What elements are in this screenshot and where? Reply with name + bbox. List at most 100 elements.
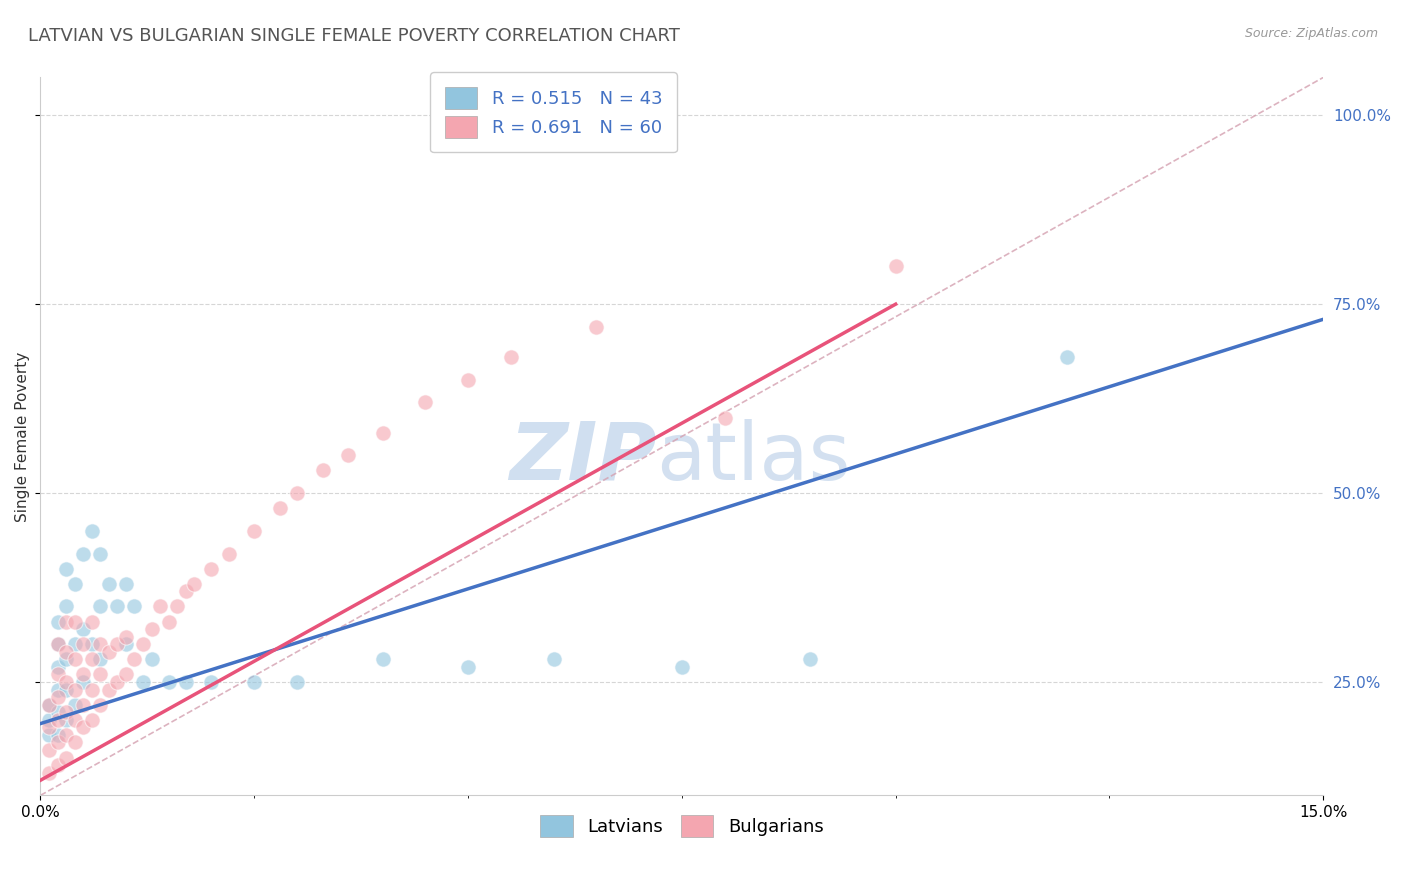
Point [46, 728, 69, 742]
Point [115, 630, 138, 644]
Point [46, 758, 69, 772]
Point [55, 682, 77, 697]
Point [89, 637, 111, 651]
Point [55, 615, 77, 629]
Point [80, 682, 103, 697]
Point [243, 675, 266, 690]
Point [166, 599, 188, 614]
Point [97, 576, 120, 591]
Point [38, 743, 60, 757]
Point [80, 637, 103, 651]
Point [38, 698, 60, 712]
Point [46, 690, 69, 705]
Point [97, 645, 120, 659]
Point [72, 637, 94, 651]
Point [105, 599, 128, 614]
Point [371, 652, 394, 666]
Point [46, 637, 69, 651]
Point [63, 576, 86, 591]
Point [55, 713, 77, 727]
Point [243, 524, 266, 538]
Text: Source: ZipAtlas.com: Source: ZipAtlas.com [1244, 27, 1378, 40]
Point [413, 395, 436, 409]
Point [55, 750, 77, 764]
Point [46, 615, 69, 629]
Point [46, 637, 69, 651]
Point [499, 350, 522, 364]
Point [371, 425, 394, 440]
Point [63, 652, 86, 666]
Point [115, 576, 138, 591]
Point [89, 652, 111, 666]
Point [38, 713, 60, 727]
Point [337, 448, 360, 462]
Point [218, 547, 240, 561]
Point [89, 599, 111, 614]
Point [80, 615, 103, 629]
Point [884, 260, 907, 274]
Point [105, 637, 128, 651]
Point [141, 622, 163, 636]
Point [200, 675, 222, 690]
Point [132, 637, 155, 651]
Point [124, 599, 146, 614]
Point [38, 765, 60, 780]
Point [55, 645, 77, 659]
Point [713, 410, 735, 425]
Point [105, 675, 128, 690]
Text: atlas: atlas [657, 419, 851, 497]
Point [63, 682, 86, 697]
Point [269, 501, 291, 516]
Point [55, 562, 77, 576]
Point [55, 652, 77, 666]
Text: LATVIAN VS BULGARIAN SINGLE FEMALE POVERTY CORRELATION CHART: LATVIAN VS BULGARIAN SINGLE FEMALE POVER… [28, 27, 681, 45]
Point [585, 319, 607, 334]
Point [183, 576, 205, 591]
Point [72, 547, 94, 561]
Legend: Latvians, Bulgarians: Latvians, Bulgarians [533, 807, 831, 844]
Point [55, 728, 77, 742]
Point [46, 706, 69, 720]
Point [124, 652, 146, 666]
Point [80, 713, 103, 727]
Point [115, 667, 138, 681]
Point [72, 698, 94, 712]
Point [115, 637, 138, 651]
Point [457, 373, 479, 387]
Point [174, 584, 197, 599]
Point [46, 713, 69, 727]
Point [671, 660, 693, 674]
Point [63, 698, 86, 712]
Point [157, 615, 180, 629]
Point [63, 713, 86, 727]
Point [46, 682, 69, 697]
Point [38, 698, 60, 712]
Point [46, 660, 69, 674]
Point [46, 667, 69, 681]
Point [55, 675, 77, 690]
Point [1056, 350, 1078, 364]
Point [285, 486, 308, 500]
Point [46, 735, 69, 749]
Point [174, 675, 197, 690]
Point [89, 667, 111, 681]
Point [141, 652, 163, 666]
Point [63, 637, 86, 651]
Point [543, 652, 565, 666]
Point [63, 735, 86, 749]
Point [72, 720, 94, 734]
Point [72, 622, 94, 636]
Point [80, 652, 103, 666]
Point [157, 675, 180, 690]
Point [89, 698, 111, 712]
Point [55, 599, 77, 614]
Point [457, 660, 479, 674]
Point [80, 524, 103, 538]
Point [38, 728, 60, 742]
Point [89, 547, 111, 561]
Point [38, 720, 60, 734]
Point [63, 615, 86, 629]
Point [200, 562, 222, 576]
Point [799, 652, 821, 666]
Point [55, 706, 77, 720]
